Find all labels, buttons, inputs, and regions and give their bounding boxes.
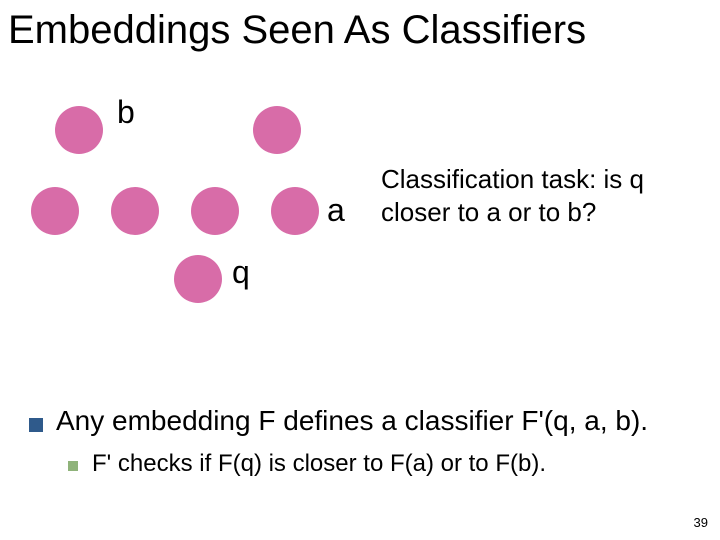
scatter-circle [271,187,319,235]
label-a: a [327,192,345,229]
scatter-circle [55,106,103,154]
label-q: q [232,254,250,291]
label-b: b [117,94,135,131]
classification-line1: Classification task: is q [381,164,644,194]
page-number: 39 [694,515,708,530]
classification-caption: Classification task: is q closer to a or… [381,163,644,228]
slide-title: Embeddings Seen As Classifiers [8,8,586,53]
sub-point-text: F' checks if F(q) is closer to F(a) or t… [92,450,546,478]
scatter-circle [191,187,239,235]
scatter-circle [253,106,301,154]
main-point-text: Any embedding F defines a classifier F'(… [56,405,648,437]
scatter-circle [111,187,159,235]
classification-line2: closer to a or to b? [381,197,596,227]
scatter-circle [174,255,222,303]
bullet-large [29,418,43,432]
scatter-circle [31,187,79,235]
bullet-small [68,461,78,471]
